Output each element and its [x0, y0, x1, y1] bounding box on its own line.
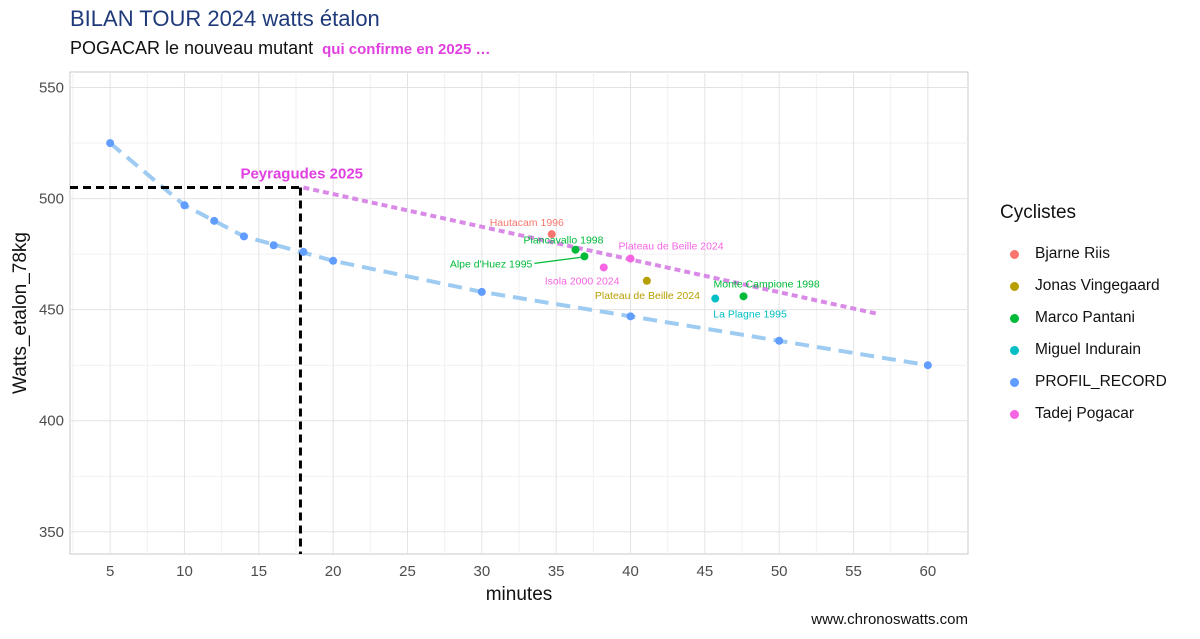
point-profil-record — [775, 336, 784, 345]
y-tick-label: 350 — [39, 524, 64, 541]
point-label-leader — [534, 256, 581, 265]
point-label: La Plagne 1995 — [713, 309, 787, 321]
legend-label: Bjarne Riis — [1035, 245, 1110, 262]
legend-title: Cyclistes — [1000, 202, 1077, 223]
point-label: Monte Campione 1998 — [714, 278, 820, 290]
point-jonas-vingegaard — [642, 276, 651, 285]
legend-label: PROFIL_RECORD — [1035, 373, 1167, 390]
x-tick-label: 40 — [622, 563, 639, 580]
x-tick-label: 15 — [250, 563, 267, 580]
y-tick-label: 500 — [39, 191, 64, 208]
point-tadej-pogacar — [599, 263, 608, 272]
legend-items: Bjarne Riis Jonas Vingegaard Marco Pantani… — [1000, 238, 1167, 430]
legend-item: Marco Pantani — [1000, 302, 1167, 334]
x-tick-label: 20 — [325, 563, 342, 580]
point-label: Plateau de Beille 2024 — [595, 290, 700, 302]
pogacar_trend-line — [302, 185, 880, 317]
legend-swatch — [1010, 409, 1019, 419]
point-bjarne-riis — [547, 230, 556, 239]
legend-label: Miguel Indurain — [1035, 341, 1141, 358]
x-tick-label: 50 — [771, 563, 788, 580]
point-marco-pantani — [580, 252, 589, 261]
x-axis-title: minutes — [486, 584, 553, 605]
point-profil-record — [626, 312, 635, 321]
y-axis-title: Watts_etalon_78kg — [10, 232, 31, 394]
legend-label: Jonas Vingegaard — [1035, 277, 1160, 294]
y-tick-label: 550 — [39, 80, 64, 97]
source-credit: www.chronoswatts.com — [811, 611, 968, 628]
x-tick-label: 45 — [697, 563, 714, 580]
point-profil-record — [180, 201, 189, 210]
legend-swatch — [1010, 345, 1019, 355]
legend-item: Jonas Vingegaard — [1000, 270, 1167, 302]
point-label: Plateau de Beille 2024 — [619, 241, 724, 253]
legend-item: Bjarne Riis — [1000, 238, 1167, 270]
y-tick-label: 450 — [39, 302, 64, 319]
reference-label: Peyragudes 2025 — [240, 166, 363, 183]
point-profil-record — [329, 256, 338, 265]
chart-subtitle: POGACAR le nouveau mutant qui confirme e… — [70, 38, 491, 59]
point-profil-record — [210, 216, 219, 225]
x-tick-label: 5 — [106, 563, 114, 580]
legend-label: Marco Pantani — [1035, 309, 1135, 326]
x-tick-label: 25 — [399, 563, 416, 580]
legend-swatch — [1010, 313, 1019, 323]
x-tick-label: 30 — [473, 563, 490, 580]
point-label: Piancavallo 1998 — [523, 235, 603, 247]
chart-title: BILAN TOUR 2024 watts étalon — [70, 6, 380, 31]
x-tick-label: 35 — [548, 563, 565, 580]
legend: Cyclistes Bjarne Riis Jonas Vingegaard Mar… — [1000, 202, 1167, 430]
point-profil-record — [477, 287, 486, 296]
legend-item: Miguel Indurain — [1000, 334, 1167, 366]
point-profil-record — [269, 241, 278, 250]
x-tick-label: 55 — [845, 563, 862, 580]
point-profil-record — [923, 361, 932, 370]
legend-swatch — [1010, 377, 1019, 387]
profil_record_trend-line — [108, 141, 929, 368]
point-profil-record — [106, 139, 115, 148]
legend-swatch — [1010, 249, 1019, 259]
legend-label: Tadej Pogacar — [1035, 405, 1135, 422]
point-profil-record — [239, 232, 248, 241]
x-tick-label: 60 — [920, 563, 937, 580]
subtitle-main: POGACAR le nouveau mutant — [70, 38, 314, 58]
legend-item: PROFIL_RECORD — [1000, 366, 1167, 398]
point-label: Hautacam 1996 — [490, 217, 564, 229]
legend-item: Tadej Pogacar — [1000, 398, 1167, 430]
point-marco-pantani — [571, 245, 580, 254]
point-label: Alpe d'Huez 1995 — [450, 258, 533, 270]
point-marco-pantani — [739, 292, 748, 301]
point-tadej-pogacar — [626, 254, 635, 263]
legend-swatch — [1010, 281, 1019, 291]
point-miguel-indurain — [711, 294, 720, 303]
x-tick-label: 10 — [176, 563, 193, 580]
point-profil-record — [299, 247, 308, 256]
point-label: Isola 2000 2024 — [545, 275, 620, 287]
subtitle-accent: qui confirme en 2025 … — [322, 41, 491, 58]
y-tick-label: 400 — [39, 413, 64, 430]
